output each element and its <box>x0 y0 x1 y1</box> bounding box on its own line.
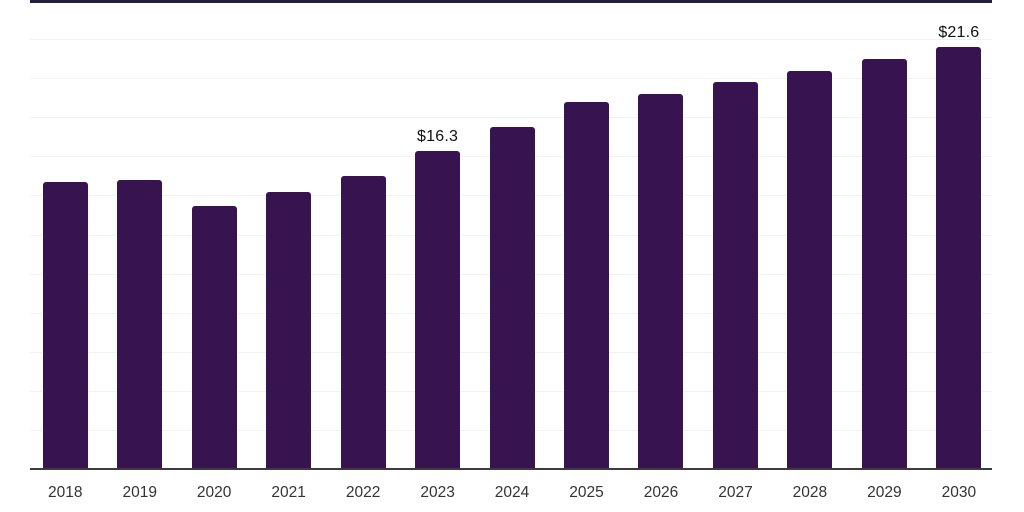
bar <box>266 191 312 470</box>
bar-column <box>847 0 921 470</box>
bar <box>936 47 982 470</box>
bar-value-label: $21.6 <box>938 24 980 41</box>
x-axis-tick-label: 2018 <box>47 484 83 501</box>
bar-column: $21.6 <box>922 0 996 470</box>
x-axis-tick-label: 2020 <box>196 484 232 501</box>
bar-column <box>475 0 549 470</box>
x-axis-tick-label: 2025 <box>569 484 604 501</box>
gridline <box>30 38 992 40</box>
bar-column: $16.3 <box>400 0 474 470</box>
x-axis-tick-label: 2030 <box>941 484 977 501</box>
x-axis-tick-label: 2023 <box>420 484 455 501</box>
bar <box>489 127 535 470</box>
bar-column <box>698 0 772 470</box>
top-border-line <box>30 0 992 3</box>
bar-column <box>28 0 102 470</box>
bar <box>191 205 237 470</box>
bar-column <box>102 0 176 470</box>
bar <box>117 180 163 470</box>
bar-columns: $16.3 $21.6 <box>28 0 996 470</box>
x-axis-tick-label: 2019 <box>122 484 157 501</box>
bar <box>638 94 684 470</box>
bar-column <box>326 0 400 470</box>
bar-column <box>251 0 325 470</box>
gridline <box>30 117 992 118</box>
bar <box>415 150 461 470</box>
x-axis-tick-label: 2027 <box>718 484 753 501</box>
x-axis-tick-label: 2029 <box>867 484 902 501</box>
x-axis-line <box>30 468 992 470</box>
bar <box>340 176 386 470</box>
bar <box>42 182 88 470</box>
bar <box>564 101 610 470</box>
gridline <box>30 77 992 79</box>
bar <box>787 70 833 470</box>
x-axis-tick-label: 2024 <box>494 484 530 501</box>
bar-column <box>624 0 698 470</box>
bar <box>861 58 907 470</box>
x-axis-tick-label: 2021 <box>271 484 306 501</box>
bar-column <box>177 0 251 470</box>
x-axis-tick-label: 2026 <box>643 484 679 501</box>
plot-area: $16.3 $21.6 <box>28 0 996 470</box>
x-axis-tick-label: 2022 <box>345 484 381 501</box>
bar <box>712 82 758 470</box>
x-axis-tick-labels: 2018 2019 2020 2021 2022 2023 2024 2025 2026 2027… <box>28 470 996 502</box>
bar-column <box>549 0 623 470</box>
x-axis-tick-label: 2028 <box>792 484 828 501</box>
bar-column <box>773 0 847 470</box>
bar-value-label: $16.3 <box>417 127 459 145</box>
